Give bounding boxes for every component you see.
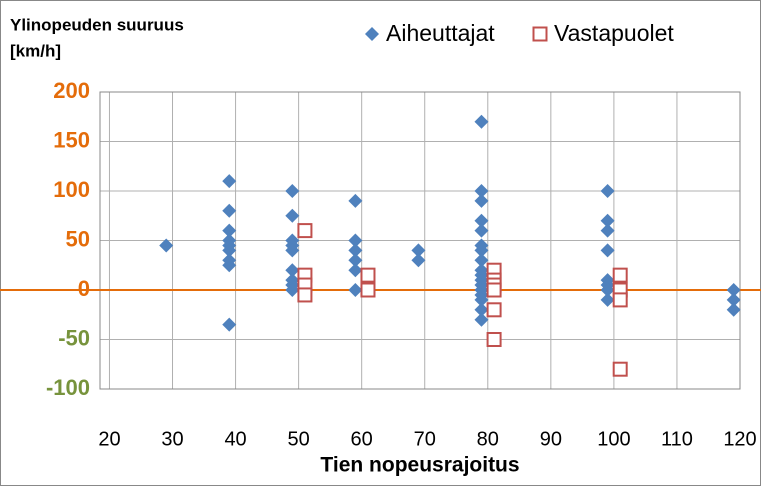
y-tick-label: 200 — [53, 78, 90, 103]
x-tick-label: 110 — [661, 428, 693, 450]
x-tick-label: 70 — [414, 428, 436, 450]
y-tick-label: 100 — [53, 177, 90, 202]
point — [612, 267, 628, 283]
point — [600, 223, 615, 238]
point — [600, 243, 615, 258]
point — [726, 283, 741, 297]
point — [411, 243, 426, 258]
y-axis-label: Ylinopeuden suuruus — [10, 15, 184, 34]
point — [474, 292, 489, 307]
point — [474, 312, 489, 327]
point — [474, 213, 489, 228]
point — [360, 282, 376, 298]
point — [222, 317, 237, 332]
point — [348, 193, 363, 208]
point — [297, 223, 313, 239]
x-tick-label: 120 — [723, 428, 756, 450]
point — [159, 238, 174, 253]
point — [474, 114, 489, 129]
point — [348, 283, 363, 297]
x-tick-label: 20 — [98, 428, 120, 450]
point — [348, 253, 363, 268]
point — [411, 253, 426, 268]
point — [285, 208, 300, 223]
point — [474, 243, 489, 258]
point — [285, 263, 300, 278]
plot-area — [99, 91, 741, 390]
point — [348, 263, 363, 278]
y-tick-label: -100 — [46, 375, 90, 400]
legend-marker — [532, 26, 548, 42]
point — [600, 283, 615, 297]
legend-label: Aiheuttajat — [386, 20, 495, 46]
point — [474, 302, 489, 317]
y-tick-label: -50 — [58, 325, 90, 350]
x-tick-label: 100 — [597, 428, 630, 450]
x-tick-label: 60 — [351, 428, 373, 450]
legend-marker — [365, 27, 379, 41]
x-axis-label: Tien nopeusrajoitus — [320, 454, 519, 477]
point — [474, 193, 489, 208]
y-axis-label: [km/h] — [10, 41, 61, 60]
x-tick-label: 80 — [477, 428, 499, 450]
point — [222, 174, 237, 189]
point — [348, 233, 363, 248]
point — [612, 361, 628, 377]
x-tick-label: 30 — [161, 428, 183, 450]
point — [486, 302, 502, 318]
y-tick-label: 150 — [53, 127, 90, 152]
point — [297, 287, 313, 303]
y-tick-label: 50 — [66, 226, 90, 251]
point — [360, 267, 376, 283]
point — [222, 203, 237, 218]
point — [612, 292, 628, 308]
point — [348, 243, 363, 258]
point — [726, 302, 741, 317]
x-tick-label: 90 — [540, 428, 562, 450]
point — [474, 184, 489, 198]
point — [726, 292, 741, 307]
point — [222, 243, 237, 258]
point — [285, 243, 300, 258]
point — [486, 332, 502, 347]
point — [486, 282, 502, 298]
point — [474, 223, 489, 238]
point — [600, 213, 615, 228]
point — [222, 258, 237, 273]
x-tick-label: 50 — [287, 428, 309, 450]
legend-label: Vastapuolet — [554, 20, 674, 46]
point — [285, 283, 300, 297]
point — [222, 223, 237, 238]
point — [285, 184, 300, 198]
y-tick-label: 0 — [78, 276, 90, 301]
point — [600, 292, 615, 307]
point — [600, 184, 615, 198]
x-tick-label: 40 — [224, 428, 246, 450]
point — [474, 253, 489, 268]
